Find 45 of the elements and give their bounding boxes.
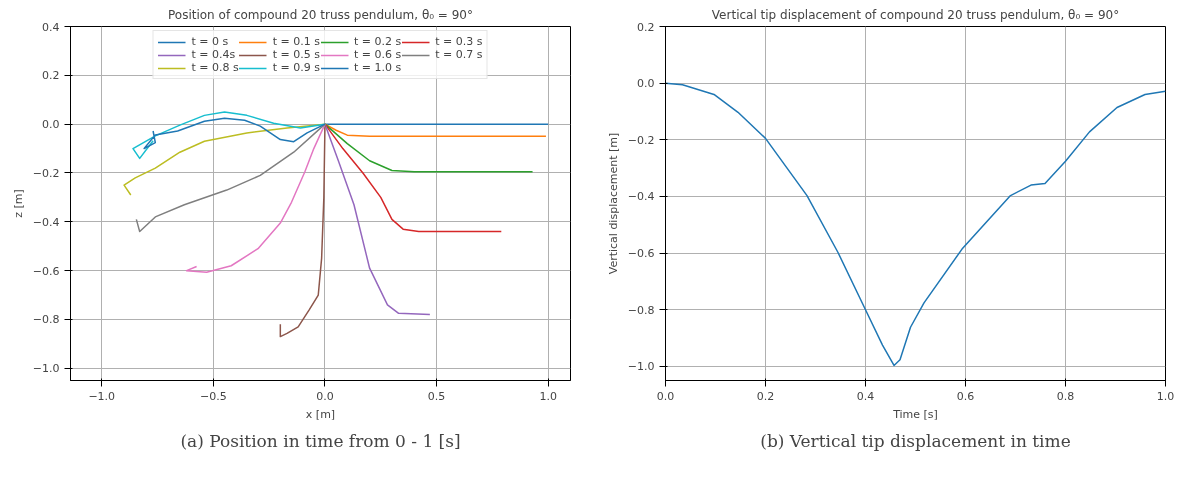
y-tick-label: −0.6 bbox=[32, 264, 60, 278]
chart-title: Position of compound 20 truss pendulum, θ₀ = 90° bbox=[168, 7, 474, 22]
y-tick-label: 0.0 bbox=[637, 77, 655, 91]
y-axis-title: Vertical displacement [m] bbox=[606, 132, 620, 275]
x-tick-label: 0.4 bbox=[856, 389, 875, 403]
legend-label: t = 0.4s bbox=[191, 48, 236, 61]
x-axis-title: Time [s] bbox=[892, 407, 938, 421]
legend-label: t = 0.5 s bbox=[272, 48, 320, 61]
legend-label: t = 0.9 s bbox=[272, 61, 320, 74]
y-tick-label: −0.8 bbox=[32, 313, 60, 327]
y-tick-label: 0.4 bbox=[42, 20, 60, 34]
y-tick-label: −0.2 bbox=[627, 133, 655, 147]
legend-label: t = 0.7 s bbox=[435, 48, 483, 61]
y-tick-label: −1.0 bbox=[32, 362, 60, 376]
legend-label: t = 0.1 s bbox=[272, 35, 320, 48]
y-axis-title: z [m] bbox=[11, 189, 25, 218]
y-tick-label: −0.4 bbox=[627, 190, 655, 204]
x-tick-label: 1.0 bbox=[539, 389, 557, 403]
x-tick-label: 0.6 bbox=[956, 389, 975, 403]
x-tick-label: 0.0 bbox=[316, 389, 334, 403]
chart-title: Vertical tip displacement of compound 20 truss pendulum, θ₀ = 90° bbox=[711, 7, 1120, 22]
y-tick-label: 0.2 bbox=[637, 20, 655, 34]
legend-label: t = 0.6 s bbox=[354, 48, 402, 61]
y-tick-label: 0.0 bbox=[42, 118, 60, 132]
x-tick-label: 0.5 bbox=[427, 389, 446, 403]
x-tick-label: 0.2 bbox=[756, 389, 775, 403]
legend-label: t = 0.8 s bbox=[191, 61, 239, 74]
legend-label: t = 0.2 s bbox=[354, 35, 402, 48]
text: (b) Vertical tip displacement in time bbox=[760, 430, 1071, 451]
x-tick-label: 1.0 bbox=[1156, 389, 1175, 403]
x-tick-label: 0.8 bbox=[1056, 389, 1075, 403]
legend-label: t = 1.0 s bbox=[354, 61, 402, 74]
y-tick-label: −0.4 bbox=[32, 215, 60, 229]
text: (a) Position in time from 0 - 1 [s] bbox=[180, 430, 461, 451]
x-tick-label: 0.0 bbox=[656, 389, 675, 403]
x-tick-label: −0.5 bbox=[200, 389, 227, 403]
x-tick-label: −1.0 bbox=[88, 389, 116, 403]
legend-label: t = 0.3 s bbox=[435, 35, 483, 48]
y-tick-label: −0.2 bbox=[32, 166, 60, 180]
y-tick-label: 0.2 bbox=[42, 69, 60, 83]
x-axis-title: x [m] bbox=[305, 407, 336, 421]
y-tick-label: −1.0 bbox=[627, 360, 655, 374]
y-tick-label: −0.8 bbox=[627, 303, 655, 317]
legend-label: t = 0 s bbox=[191, 35, 229, 48]
y-tick-label: −0.6 bbox=[627, 247, 655, 261]
